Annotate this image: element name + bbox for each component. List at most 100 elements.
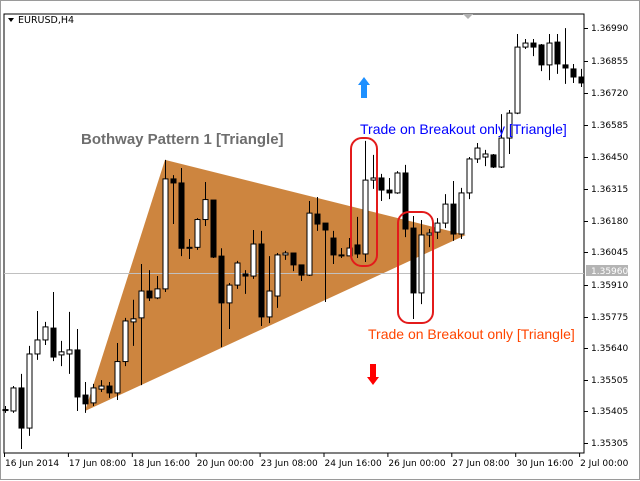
candle — [562, 28, 569, 84]
candle-body — [306, 212, 313, 276]
candle — [450, 181, 457, 241]
candle-body — [242, 273, 249, 277]
candle-body — [18, 387, 25, 429]
candle-body — [122, 320, 129, 363]
candle — [530, 39, 537, 57]
breakout-box-up — [350, 137, 378, 267]
candle — [58, 340, 65, 367]
candle — [138, 263, 145, 386]
candle-body — [106, 385, 113, 394]
candle-body — [554, 41, 561, 65]
candle — [226, 282, 233, 330]
candle-body — [338, 254, 345, 257]
candle-body — [490, 154, 497, 168]
candle — [386, 177, 393, 200]
current-price-label: 1.35960 — [591, 267, 628, 277]
candle-body — [442, 203, 449, 224]
y-tick-label: 1.36720 — [591, 89, 628, 99]
candle-body — [178, 182, 185, 249]
candle-body — [378, 177, 385, 191]
candle — [82, 381, 89, 413]
candle — [266, 256, 273, 324]
candle-body — [154, 288, 161, 299]
candle — [186, 239, 193, 259]
candle — [34, 310, 41, 360]
candle — [194, 218, 201, 250]
current-price-tag — [586, 265, 628, 276]
candle — [434, 218, 441, 240]
candle-body — [138, 290, 145, 319]
candle — [258, 230, 265, 326]
candle-body — [362, 179, 369, 255]
candle-body — [282, 252, 289, 256]
y-tick-label: 1.36855 — [591, 57, 628, 67]
candle — [466, 157, 473, 200]
x-tick-label: 24 Jun 16:00 — [325, 459, 382, 469]
candle-body — [546, 42, 553, 66]
candle — [122, 317, 129, 367]
candle — [90, 383, 97, 406]
candle — [354, 216, 361, 259]
candle-body — [450, 203, 457, 235]
candle — [202, 181, 209, 226]
chart-symbol-title: EURUSD,H4 — [18, 15, 74, 26]
candle — [474, 143, 481, 163]
candle-body — [170, 178, 177, 184]
x-tick-label: 30 Jun 16:00 — [516, 459, 573, 469]
candle-body — [194, 219, 201, 248]
y-tick-label: 1.36450 — [591, 153, 628, 163]
candle — [154, 276, 161, 300]
y-tick-label: 1.36315 — [591, 185, 628, 195]
price-axis: 1.36990 1.36855 1.36720 1.36585 1.36450 1.363… — [584, 24, 628, 449]
candle — [578, 68, 585, 87]
candle — [442, 194, 449, 229]
candle-body — [522, 42, 529, 48]
candle-body — [226, 284, 233, 304]
candle-body — [114, 361, 121, 394]
y-tick-label: 1.35405 — [591, 407, 628, 417]
candle — [274, 253, 281, 308]
chart-shift-marker-icon[interactable] — [463, 14, 473, 19]
candle — [570, 63, 577, 83]
candle-body — [2, 409, 9, 412]
candle — [322, 222, 329, 302]
candle — [546, 34, 553, 81]
candle-body — [562, 64, 569, 69]
candle — [314, 196, 321, 231]
y-tick-label: 1.35640 — [591, 344, 628, 354]
candle-body — [506, 112, 513, 139]
candle-body — [250, 243, 257, 277]
y-tick-label: 1.35305 — [591, 439, 628, 449]
candle — [394, 171, 401, 194]
candle-body — [234, 262, 241, 286]
candle — [130, 299, 137, 346]
candle — [306, 201, 313, 277]
candle-body — [418, 234, 425, 294]
candle-body — [66, 349, 73, 355]
candle-body — [98, 385, 105, 390]
chevron-down-icon[interactable] — [8, 18, 14, 22]
candle — [362, 140, 369, 263]
breakout-box-down — [397, 211, 434, 324]
candle — [114, 343, 121, 401]
candle — [170, 175, 177, 225]
candle-body — [570, 68, 577, 78]
candle — [498, 114, 505, 168]
candle — [26, 345, 33, 436]
candle-body — [514, 46, 521, 114]
candle-body — [322, 222, 329, 231]
candle — [290, 252, 297, 272]
candle — [378, 173, 385, 201]
candle — [162, 159, 169, 292]
candle-body — [578, 76, 585, 84]
buy-breakout-label: Trade on Breakout only [Triangle] — [360, 121, 567, 137]
candle-body — [186, 246, 193, 249]
candle — [538, 43, 545, 72]
candle-body — [42, 326, 49, 341]
candle-body — [482, 153, 489, 158]
candle-body — [290, 252, 297, 266]
candle-body — [266, 290, 273, 318]
candle — [66, 311, 73, 374]
